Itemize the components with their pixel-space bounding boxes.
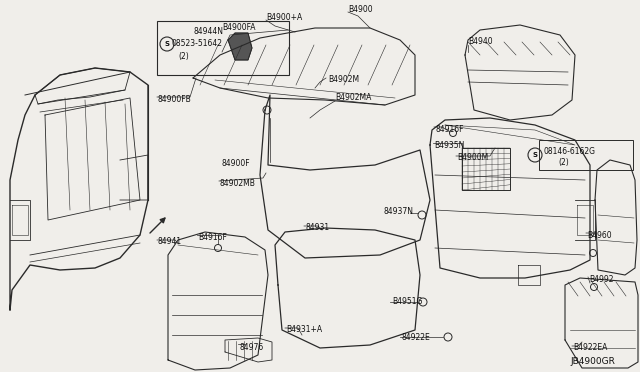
Text: 84976: 84976 xyxy=(240,343,264,352)
Text: 84922E: 84922E xyxy=(402,333,431,341)
Text: 84902MB: 84902MB xyxy=(220,179,256,187)
Text: 84944N: 84944N xyxy=(193,28,223,36)
Text: B4900M: B4900M xyxy=(457,154,488,163)
Text: B4940: B4940 xyxy=(468,38,493,46)
Text: S: S xyxy=(164,41,170,47)
Text: 84937N: 84937N xyxy=(383,208,413,217)
Text: 84900F: 84900F xyxy=(222,160,251,169)
Text: B4900+A: B4900+A xyxy=(266,13,302,22)
Text: 84916F: 84916F xyxy=(435,125,463,135)
Text: 08146-6162G: 08146-6162G xyxy=(543,148,595,157)
Text: B4992: B4992 xyxy=(589,276,614,285)
Text: 84900FB: 84900FB xyxy=(157,96,191,105)
Text: B4902M: B4902M xyxy=(328,76,359,84)
Text: B4902MA: B4902MA xyxy=(335,93,371,103)
Text: JB4900GR: JB4900GR xyxy=(570,356,615,366)
Text: 08523-51642: 08523-51642 xyxy=(171,39,222,48)
Text: B4931+A: B4931+A xyxy=(286,326,322,334)
Text: B4951G: B4951G xyxy=(392,298,422,307)
Text: B4960: B4960 xyxy=(587,231,612,240)
Text: 84931: 84931 xyxy=(305,224,329,232)
Text: B4922EA: B4922EA xyxy=(573,343,607,353)
Text: B4900FA: B4900FA xyxy=(222,22,255,32)
Text: B4935N: B4935N xyxy=(434,141,465,150)
Text: B4900: B4900 xyxy=(348,4,372,13)
Polygon shape xyxy=(228,33,252,60)
Text: B4916F: B4916F xyxy=(198,232,227,241)
Text: S: S xyxy=(532,152,538,158)
Text: 84941: 84941 xyxy=(158,237,182,247)
Text: (2): (2) xyxy=(178,51,189,61)
Text: (2): (2) xyxy=(558,158,569,167)
